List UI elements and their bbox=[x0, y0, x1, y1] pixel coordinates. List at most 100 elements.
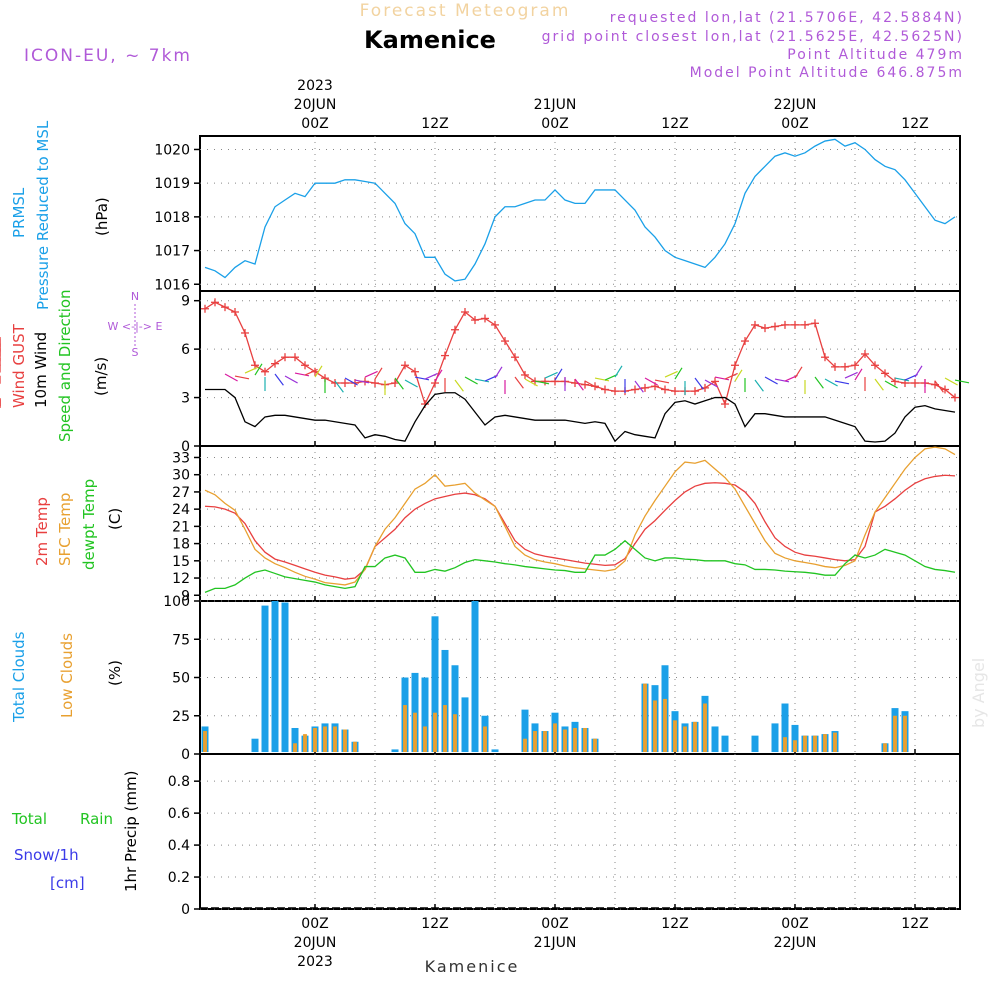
precip-rain-label: Rain bbox=[80, 810, 113, 828]
wind-arrow bbox=[694, 377, 704, 390]
wind-arrow bbox=[654, 379, 670, 384]
clouds-bar-1 bbox=[413, 712, 417, 752]
wind-arrow bbox=[354, 379, 370, 384]
clouds-bar-0 bbox=[411, 672, 419, 752]
clouds-bar-1 bbox=[903, 715, 907, 752]
wind-arrow bbox=[814, 376, 824, 389]
clouds-bar-1 bbox=[693, 721, 697, 752]
temp-tick-label: 15 bbox=[172, 554, 190, 570]
gust-point bbox=[851, 361, 859, 370]
bottom-time-label: 12Z bbox=[901, 916, 928, 932]
top-time-label: 21JUN bbox=[534, 97, 577, 113]
wind-tick-label: 9 bbox=[181, 294, 190, 310]
gust-point bbox=[481, 314, 489, 323]
clouds-bar-1 bbox=[533, 731, 537, 752]
clouds-bar-1 bbox=[833, 732, 837, 752]
wind-arrow bbox=[884, 380, 898, 389]
gust-point bbox=[281, 353, 289, 362]
wind-tick-label: 0 bbox=[181, 439, 190, 455]
clouds-bar-0 bbox=[291, 727, 299, 752]
wind-series-1 bbox=[205, 388, 956, 443]
gust-point bbox=[721, 400, 729, 409]
chart-subtitle: Forecast Meteogram bbox=[360, 1, 571, 21]
clouds-bar-1 bbox=[353, 741, 357, 752]
bottom-time-label: 00Z bbox=[781, 916, 808, 932]
clouds-bar-1 bbox=[783, 737, 787, 752]
temp-panel-labels: 2m Temp SFC Temp dewpt Temp (C) bbox=[33, 479, 124, 570]
precip-cm-label: [cm] bbox=[50, 874, 85, 892]
wind-arrow bbox=[404, 379, 418, 388]
wind-arrow bbox=[544, 371, 558, 379]
clouds-bar-0 bbox=[791, 724, 799, 752]
clouds-tick-label: 50 bbox=[172, 671, 190, 687]
gust-point bbox=[291, 353, 299, 362]
wind-arrow bbox=[874, 378, 884, 391]
gust-point bbox=[451, 325, 459, 334]
precip-snow-label: Snow/1h bbox=[14, 846, 79, 864]
clouds-bar-1 bbox=[663, 698, 667, 752]
clouds-bar-1 bbox=[423, 726, 427, 752]
wind-arrow bbox=[414, 376, 430, 381]
pressure-panel-labels: PRMSL Pressure Reduced to MSL (hPa) bbox=[10, 120, 111, 310]
clouds-bar-0 bbox=[781, 703, 789, 752]
clouds-tick-label: 100 bbox=[163, 594, 190, 610]
temp-tick-label: 21 bbox=[172, 519, 190, 535]
gust-point bbox=[511, 353, 519, 362]
wind-arrow bbox=[854, 368, 863, 381]
gust-point bbox=[471, 316, 479, 325]
wind-arrow bbox=[704, 379, 718, 388]
wind-gust-label: Wind GUST bbox=[10, 323, 28, 408]
gust-point bbox=[831, 362, 839, 371]
gust-point bbox=[631, 385, 639, 394]
temp-tick-label: 24 bbox=[172, 502, 190, 518]
wind-arrow bbox=[514, 376, 524, 389]
point-altitude: Point Altitude 479m bbox=[787, 47, 964, 63]
temp-series-2 bbox=[204, 539, 956, 593]
wind-arrow bbox=[364, 370, 378, 378]
pressure-tick-label: 1016 bbox=[154, 277, 190, 293]
clouds-tick-label: 75 bbox=[172, 632, 190, 648]
gust-point bbox=[391, 379, 399, 388]
wind-series-0 bbox=[204, 301, 956, 406]
temp-tick-label: 9 bbox=[181, 588, 190, 604]
bottom-time-label: 12Z bbox=[661, 916, 688, 932]
wind-arrow bbox=[314, 365, 323, 378]
wind-arrow bbox=[674, 367, 683, 380]
top-time-label: 12Z bbox=[661, 116, 688, 132]
clouds-bar-1 bbox=[673, 720, 677, 752]
pressure-tick-label: 1018 bbox=[154, 210, 190, 226]
clouds-bar-1 bbox=[803, 735, 807, 752]
precip-frame bbox=[199, 753, 961, 910]
cloud-panel-labels: Total Clouds Low Clouds (%) bbox=[10, 631, 124, 723]
pressure-frame bbox=[199, 135, 961, 292]
clouds-bar-1 bbox=[573, 727, 577, 752]
clouds-bar-1 bbox=[653, 700, 657, 752]
requested-coords: requested lon,lat (21.5706E, 42.5884N) bbox=[610, 10, 964, 26]
credit-watermark: by Angel bbox=[969, 658, 988, 728]
wind-arrow bbox=[454, 379, 464, 392]
gust-point bbox=[601, 385, 609, 394]
top-time-label: 00Z bbox=[541, 116, 568, 132]
precip-tick-label: 0 bbox=[181, 902, 190, 918]
bottom-time-label: 2023 bbox=[297, 954, 333, 970]
gust-point bbox=[691, 387, 699, 396]
clouds-bar-1 bbox=[333, 726, 337, 752]
wind-arrow bbox=[434, 369, 443, 382]
clouds-bar-1 bbox=[293, 743, 297, 752]
clouds-tick-label: 25 bbox=[172, 709, 190, 725]
gust-point bbox=[221, 303, 229, 312]
clouds-bar-0 bbox=[491, 749, 499, 752]
clouds-bar-0 bbox=[721, 735, 729, 752]
pressure-tick-label: 1017 bbox=[154, 244, 190, 260]
temp-tick-label: 12 bbox=[172, 571, 190, 587]
total-clouds-label: Total Clouds bbox=[10, 631, 28, 723]
gust-point bbox=[801, 320, 809, 329]
wind-arrow bbox=[334, 380, 344, 393]
gust-point bbox=[671, 387, 679, 396]
chart-title: Kamenice bbox=[364, 26, 496, 54]
temp-tick-label: 30 bbox=[172, 468, 190, 484]
clouds-bar-0 bbox=[391, 749, 399, 752]
wind-arrow bbox=[894, 377, 910, 382]
clouds-bar-1 bbox=[643, 683, 647, 752]
bottom-time-label: 20JUN bbox=[294, 935, 337, 951]
